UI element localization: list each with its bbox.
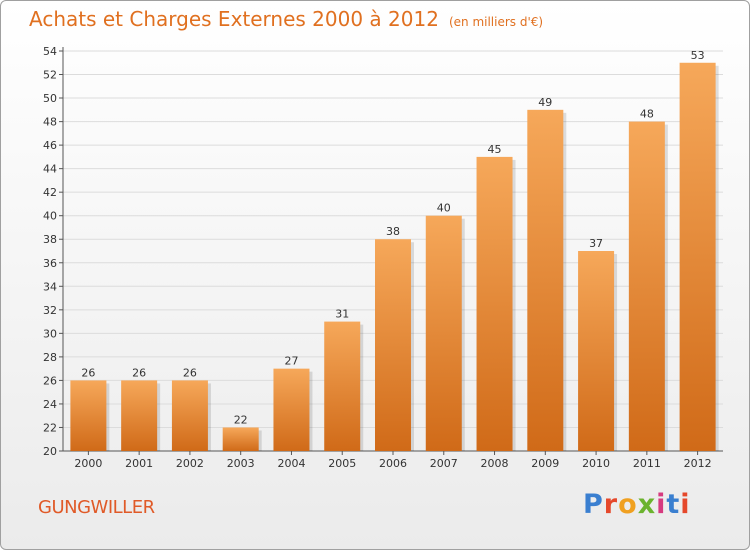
x-tick-label: 2003 — [227, 457, 255, 470]
x-tick-label: 2005 — [328, 457, 356, 470]
bar — [273, 368, 310, 451]
data-label: 48 — [640, 108, 654, 121]
commune-name: GUNGWILLER — [38, 497, 155, 518]
chart-title: Achats et Charges Externes 2000 à 2012 (e… — [29, 7, 543, 31]
x-tick-label: 2011 — [633, 457, 661, 470]
data-label: 31 — [335, 308, 349, 321]
y-tick-label: 20 — [43, 445, 57, 458]
logo-letter: r — [603, 489, 619, 520]
x-tick-label: 2009 — [531, 457, 559, 470]
x-tick-label: 2006 — [379, 457, 407, 470]
y-tick-label: 46 — [43, 139, 57, 152]
bar — [679, 62, 716, 451]
data-label: 45 — [488, 143, 502, 156]
y-tick-label: 54 — [43, 45, 57, 58]
bar — [578, 251, 615, 451]
data-label: 53 — [691, 49, 705, 62]
bar — [527, 109, 564, 451]
y-tick-label: 30 — [43, 327, 57, 340]
data-label: 37 — [589, 237, 603, 250]
x-tick-label: 2007 — [430, 457, 458, 470]
data-label: 27 — [284, 355, 298, 368]
bar — [222, 427, 259, 451]
logo-letter: i — [656, 489, 667, 520]
bar — [425, 215, 462, 451]
chart-unit: (en milliers d'€) — [448, 15, 544, 29]
bar — [628, 121, 665, 452]
bar — [171, 380, 208, 451]
y-tick-label: 32 — [43, 304, 57, 317]
data-label: 38 — [386, 225, 400, 238]
y-tick-label: 24 — [43, 398, 57, 411]
logo-letter: x — [637, 489, 657, 520]
x-tick-label: 2002 — [176, 457, 204, 470]
data-label: 49 — [538, 96, 552, 109]
bar — [324, 321, 361, 451]
bar — [476, 156, 513, 451]
data-label: 26 — [183, 366, 197, 379]
x-tick-label: 2000 — [74, 457, 102, 470]
y-tick-label: 28 — [43, 351, 57, 364]
data-label: 26 — [81, 366, 95, 379]
logo-letter: i — [680, 489, 691, 520]
chart-title-text: Achats et Charges Externes 2000 à 2012 — [29, 7, 439, 31]
y-tick-label: 42 — [43, 186, 57, 199]
y-tick-label: 48 — [43, 116, 57, 129]
data-label: 26 — [132, 366, 146, 379]
x-tick-label: 2010 — [582, 457, 610, 470]
bar — [70, 380, 107, 451]
logo-letter: P — [583, 489, 604, 520]
y-tick-label: 38 — [43, 233, 57, 246]
bar — [375, 239, 411, 451]
logo-letter: t — [666, 489, 681, 520]
y-tick-label: 36 — [43, 257, 57, 270]
y-tick-label: 50 — [43, 92, 57, 105]
y-tick-label: 26 — [43, 374, 57, 387]
x-tick-label: 2012 — [684, 457, 712, 470]
bar — [121, 380, 158, 451]
x-tick-label: 2004 — [277, 457, 305, 470]
x-tick-label: 2001 — [125, 457, 153, 470]
x-tick-label: 2008 — [481, 457, 509, 470]
data-label: 22 — [234, 413, 248, 426]
y-tick-label: 34 — [43, 280, 57, 293]
y-tick-label: 44 — [43, 163, 57, 176]
y-tick-label: 22 — [43, 421, 57, 434]
logo-letter: o — [618, 489, 638, 520]
y-tick-label: 52 — [43, 69, 57, 82]
y-tick-label: 40 — [43, 210, 57, 223]
proxiti-logo[interactable]: Proxiti — [583, 489, 691, 520]
data-label: 40 — [437, 202, 451, 215]
